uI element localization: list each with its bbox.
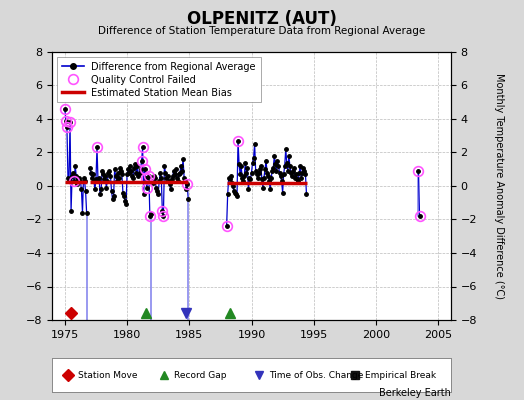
Text: Berkeley Earth: Berkeley Earth xyxy=(379,388,451,398)
Text: Station Move: Station Move xyxy=(78,370,138,380)
Text: Time of Obs. Change: Time of Obs. Change xyxy=(269,370,364,380)
Text: Empirical Break: Empirical Break xyxy=(365,370,436,380)
Y-axis label: Monthly Temperature Anomaly Difference (°C): Monthly Temperature Anomaly Difference (… xyxy=(494,73,504,299)
Text: Record Gap: Record Gap xyxy=(174,370,226,380)
Legend: Difference from Regional Average, Quality Control Failed, Estimated Station Mean: Difference from Regional Average, Qualit… xyxy=(57,57,260,102)
Text: OLPENITZ (AUT): OLPENITZ (AUT) xyxy=(187,10,337,28)
Text: Difference of Station Temperature Data from Regional Average: Difference of Station Temperature Data f… xyxy=(99,26,425,36)
